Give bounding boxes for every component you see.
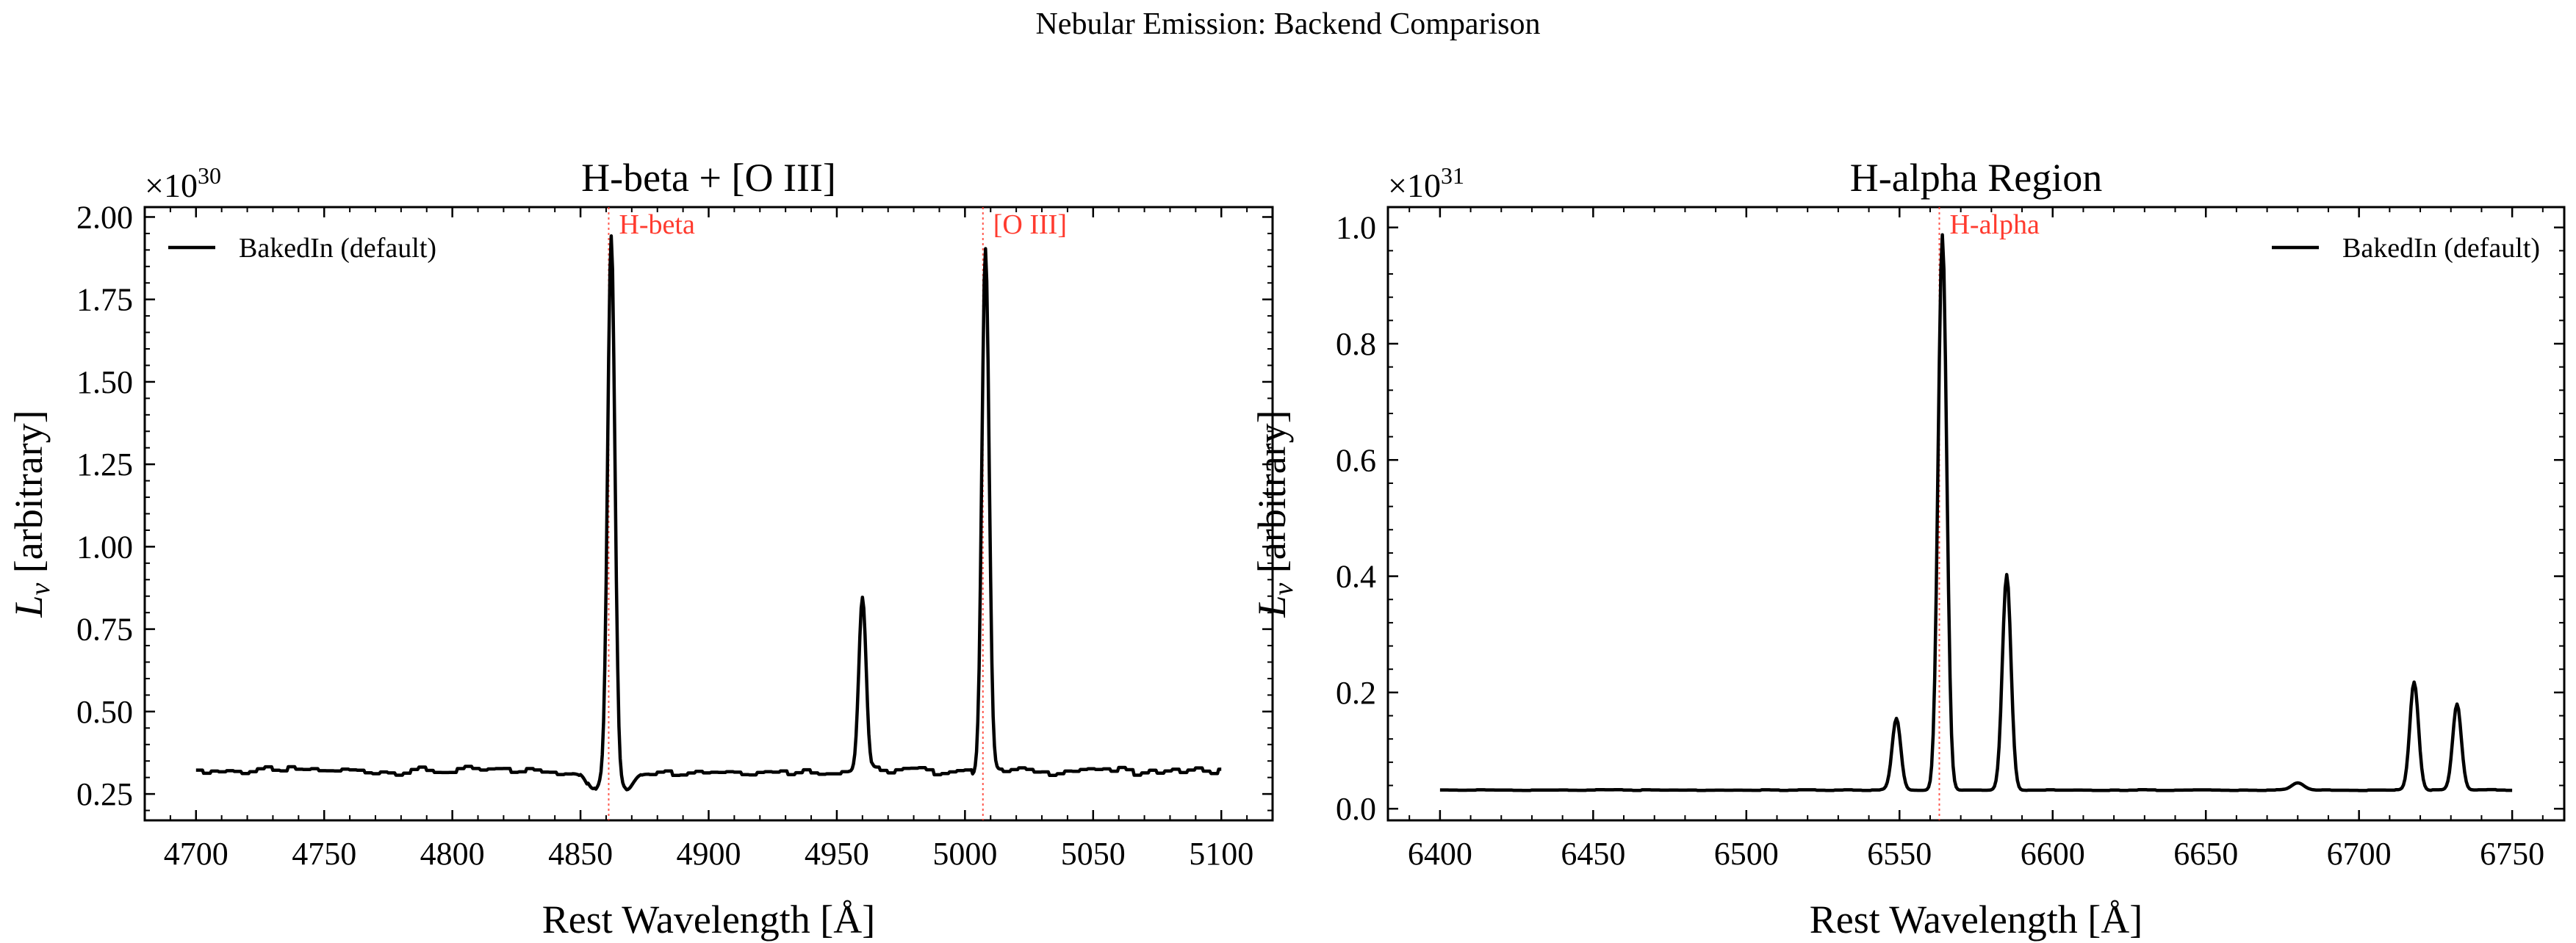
reference-line-label: [O III]: [993, 209, 1067, 240]
x-tick-label: 6750: [2480, 836, 2544, 872]
offset-exponent: 31: [1441, 162, 1464, 189]
panel-halpha: 6400 6450 6500 6550 6600 6650 6700 6750 0.0 0.2 0.…: [1250, 156, 2566, 942]
y-label-unit: [arbitrary]: [1250, 410, 1294, 582]
offset-base: ×10: [1388, 167, 1441, 204]
x-axis-label: Rest Wavelength [Å]: [542, 897, 876, 942]
y-tick-label: 0.0: [1336, 791, 1376, 827]
y-axis-label: Lν [arbitrary]: [1250, 410, 1299, 618]
y-tick-label: 1.0: [1336, 210, 1376, 246]
axes-frame: [143, 206, 1274, 822]
y-label-unit: [arbitrary]: [7, 410, 51, 582]
x-tick-label: 6650: [2173, 836, 2238, 872]
x-tick-label: 4950: [805, 836, 869, 872]
panel-title: H-beta + [O III]: [581, 156, 836, 200]
y-tick-label: 0.25: [76, 776, 133, 812]
x-tick-label: 6700: [2327, 836, 2392, 872]
legend-label: BakedIn (default): [2342, 233, 2540, 264]
y-tick-label: 0.8: [1336, 326, 1376, 362]
y-label-subscript: ν: [25, 583, 56, 596]
y-axis-label: Lν [arbitrary]: [7, 410, 56, 618]
offset-base: ×10: [145, 167, 198, 204]
x-tick-label: 4900: [677, 836, 741, 872]
offset-text: ×1031: [1388, 162, 1464, 204]
y-tick-label: 0.2: [1336, 675, 1376, 711]
x-tick-label: 6600: [2021, 836, 2085, 872]
legend: BakedIn (default): [168, 233, 436, 264]
legend: BakedIn (default): [2272, 233, 2540, 264]
x-tick-label: 5100: [1189, 836, 1253, 872]
x-tick-label: 4850: [548, 836, 613, 872]
x-tick-label: 6550: [1867, 836, 1932, 872]
offset-text: ×1030: [145, 162, 221, 204]
y-label-symbol: L: [7, 596, 51, 618]
spectrum-line: [195, 234, 1222, 792]
panel-hbeta-oiii: 4700 4750 4800 4850 4900 4950 5000 5050 5100 0.25…: [7, 156, 1274, 942]
x-tick-label: 6500: [1714, 836, 1779, 872]
reference-line-label: H-beta: [619, 209, 695, 240]
reference-line-label: H-alpha: [1949, 209, 2040, 240]
y-tick-label: 1.75: [76, 282, 133, 318]
offset-exponent: 30: [198, 162, 221, 189]
figure-suptitle: Nebular Emission: Backend Comparison: [1035, 7, 1540, 41]
y-label-subscript: ν: [1268, 583, 1299, 596]
y-tick-label: 0.75: [76, 612, 133, 648]
axes-frame: [1386, 206, 2566, 822]
y-tick-label: 0.6: [1336, 442, 1376, 478]
y-tick-label: 1.00: [76, 529, 133, 565]
x-tick-label: 5000: [932, 836, 997, 872]
x-tick-label: 4700: [164, 836, 229, 872]
y-label-symbol: L: [1250, 596, 1294, 618]
y-tick-label: 0.4: [1336, 559, 1376, 595]
panel-title: H-alpha Region: [1850, 156, 2102, 200]
x-tick-label: 4800: [420, 836, 485, 872]
y-tick-label: 2.00: [76, 199, 133, 235]
x-axis-label: Rest Wavelength [Å]: [1810, 897, 2143, 942]
spectrum-line: [1439, 233, 2513, 792]
y-tick-label: 0.50: [76, 694, 133, 730]
x-tick-label: 6400: [1408, 836, 1472, 872]
x-tick-label: 4750: [292, 836, 356, 872]
x-tick-label: 6450: [1561, 836, 1625, 872]
x-tick-label: 5050: [1061, 836, 1126, 872]
y-tick-label: 1.50: [76, 364, 133, 400]
y-tick-label: 1.25: [76, 447, 133, 483]
legend-label: BakedIn (default): [239, 233, 436, 264]
